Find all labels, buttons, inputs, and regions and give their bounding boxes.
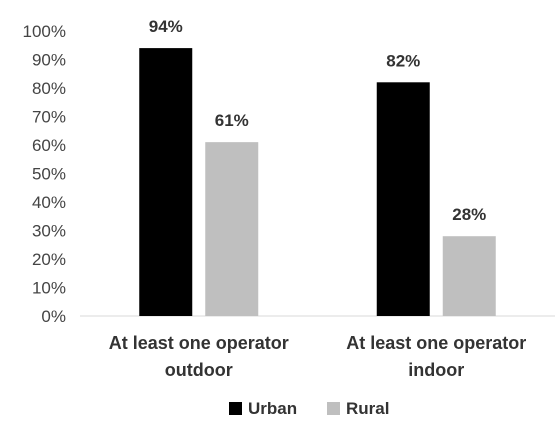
legend-label-rural: Rural xyxy=(346,399,389,418)
data-label: 28% xyxy=(452,205,486,224)
legend-swatch-urban xyxy=(229,402,242,415)
category-label: At least one operator xyxy=(346,333,526,353)
data-labels: 94% 61% 82% 28% xyxy=(149,17,487,224)
y-tick-label: 40% xyxy=(32,193,66,212)
legend-swatch-rural xyxy=(327,402,340,415)
data-label: 82% xyxy=(386,51,420,70)
bar-rural xyxy=(205,142,259,316)
y-tick-label: 90% xyxy=(32,51,66,70)
data-label: 94% xyxy=(149,17,183,36)
data-label: 61% xyxy=(215,111,249,130)
y-axis: 0% 10% 20% 30% 40% 50% 60% 70% 80% 90% 100% xyxy=(23,22,555,326)
bars xyxy=(139,48,496,316)
y-tick-label: 10% xyxy=(32,279,66,298)
category-label: outdoor xyxy=(165,360,233,380)
y-tick-label: 50% xyxy=(32,165,66,184)
y-tick-label: 70% xyxy=(32,108,66,127)
category-label: At least one operator xyxy=(109,333,289,353)
y-tick-label: 80% xyxy=(32,79,66,98)
bar-urban xyxy=(139,48,193,316)
y-tick-label: 20% xyxy=(32,250,66,269)
bar-rural xyxy=(442,236,496,316)
category-label: indoor xyxy=(408,360,464,380)
y-tick-label: 0% xyxy=(41,307,66,326)
bar-urban xyxy=(376,82,430,316)
y-tick-label: 100% xyxy=(23,22,66,41)
y-tick-label: 60% xyxy=(32,136,66,155)
legend: Urban Rural xyxy=(229,399,389,418)
y-tick-label: 30% xyxy=(32,222,66,241)
category-labels: At least one operator outdoor At least one… xyxy=(109,333,527,380)
legend-label-urban: Urban xyxy=(248,399,297,418)
